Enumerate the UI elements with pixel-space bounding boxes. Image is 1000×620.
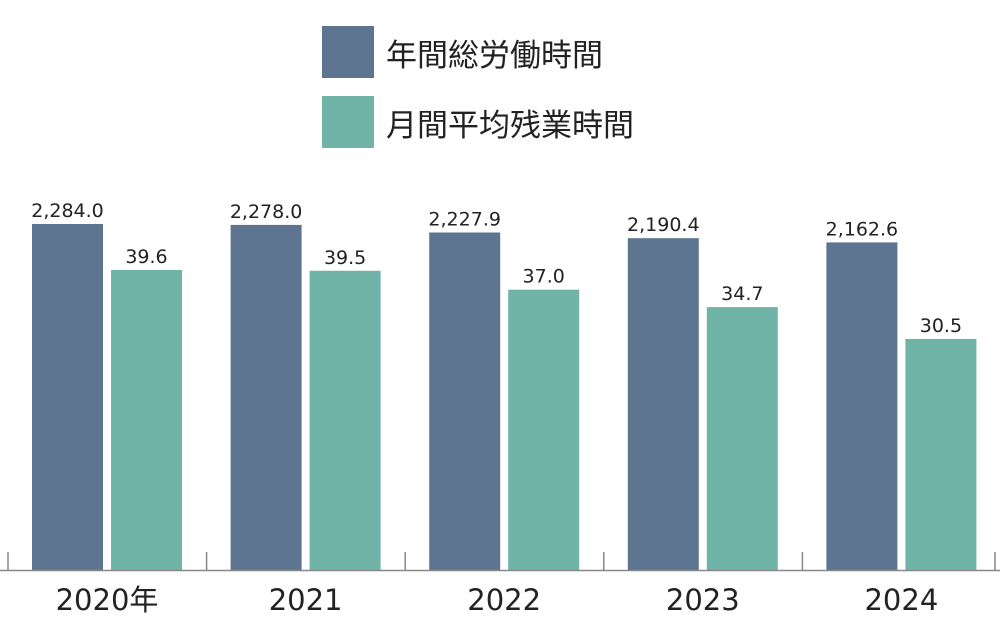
x-tick-label-4: 2024 xyxy=(864,583,938,617)
data-label-overtime-4: 30.5 xyxy=(920,315,962,337)
bar-annual-3 xyxy=(627,238,699,571)
legend-swatch-annual-hours xyxy=(322,26,374,78)
x-tick-label-2: 2022 xyxy=(467,583,541,617)
legend-swatch-overtime-hours xyxy=(322,96,374,148)
data-label-annual-3: 2,190.4 xyxy=(627,214,700,236)
data-label-annual-0: 2,284.0 xyxy=(31,200,104,222)
bar-overtime-4 xyxy=(905,338,977,570)
bar-overtime-2 xyxy=(508,289,580,570)
legend-label-annual-hours: 年間総労働時間 xyxy=(386,38,603,74)
data-label-overtime-3: 34.7 xyxy=(721,283,763,305)
bar-overtime-3 xyxy=(706,307,778,570)
data-label-annual-4: 2,162.6 xyxy=(826,218,899,240)
data-label-overtime-0: 39.6 xyxy=(125,246,167,268)
bar-overtime-1 xyxy=(309,270,381,570)
x-tick-labels: 2020年 2021 2022 2023 2024 xyxy=(56,583,939,617)
bars-group xyxy=(32,224,977,571)
legend-label-overtime-hours: 月間平均残業時間 xyxy=(386,108,634,144)
bar-overtime-0 xyxy=(111,270,182,570)
bar-annual-4 xyxy=(826,242,898,570)
data-label-overtime-2: 37.0 xyxy=(523,266,565,288)
x-axis xyxy=(0,552,1000,572)
x-tick-label-0: 2020年 xyxy=(56,583,159,617)
data-label-overtime-1: 39.5 xyxy=(324,247,366,269)
x-tick-label-3: 2023 xyxy=(666,583,740,617)
bar-annual-0 xyxy=(32,224,103,570)
legend: 年間総労働時間 月間平均残業時間 xyxy=(322,26,634,148)
data-label-annual-2: 2,227.9 xyxy=(428,208,501,230)
bar-annual-2 xyxy=(429,232,501,570)
data-label-annual-1: 2,278.0 xyxy=(230,201,303,223)
x-tick-label-1: 2021 xyxy=(269,583,343,617)
data-labels-group: 2,284.0 39.6 2,278.0 39.5 2,227.9 37.0 2,190.4… xyxy=(31,200,962,337)
bar-annual-1 xyxy=(230,224,302,570)
